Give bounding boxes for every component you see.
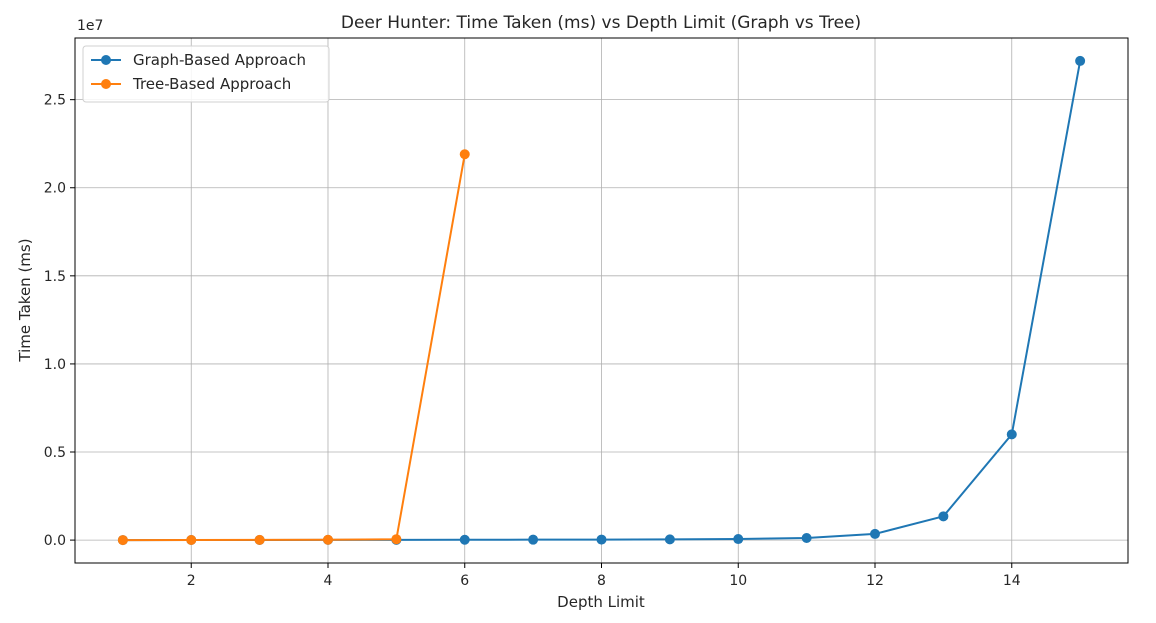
- x-tick-label: 12: [866, 573, 884, 589]
- data-point: [186, 535, 197, 546]
- y-tick-label: 0.5: [44, 445, 66, 461]
- x-tick-label: 14: [1003, 573, 1021, 589]
- x-tick-label: 10: [729, 573, 747, 589]
- data-point: [664, 534, 675, 545]
- x-axis-label: Depth Limit: [557, 593, 645, 611]
- data-point: [322, 534, 333, 545]
- y-tick-label: 1.0: [44, 357, 66, 373]
- data-point: [733, 534, 744, 545]
- series-line-tree-based-approach: [122, 154, 466, 542]
- data-point: [1075, 55, 1086, 66]
- data-point: [1006, 429, 1017, 440]
- data-point: [117, 535, 128, 546]
- legend-marker: [101, 79, 111, 89]
- x-tick-label: 4: [324, 573, 333, 589]
- y-axis: 0.0 0.5 1.0 1.5 2.0 2.5: [44, 93, 75, 549]
- series-group: [117, 55, 1086, 546]
- x-tick-label: 8: [597, 573, 606, 589]
- data-point: [938, 511, 949, 522]
- legend-item: Graph-Based Approach: [91, 51, 306, 69]
- chart-title: Deer Hunter: Time Taken (ms) vs Depth Li…: [341, 13, 861, 33]
- y-tick-label: 2.0: [44, 181, 66, 197]
- data-point: [459, 534, 470, 545]
- x-tick-label: 6: [460, 573, 469, 589]
- legend-marker: [101, 55, 111, 65]
- series-tree-based-approach: [117, 149, 470, 546]
- legend: Graph-Based Approach Tree-Based Approach: [82, 45, 330, 103]
- legend-label: Graph-Based Approach: [133, 51, 306, 69]
- y-tick-label: 2.5: [44, 93, 66, 109]
- x-axis: 2 4 6 8 10 12 14: [187, 563, 1021, 589]
- y-tick-label: 0.0: [44, 533, 66, 549]
- legend-box: [82, 45, 330, 103]
- y-axis-label: Time Taken (ms): [16, 238, 34, 362]
- data-point: [459, 149, 470, 160]
- legend-item: Tree-Based Approach: [91, 75, 291, 93]
- data-point: [596, 534, 607, 545]
- data-point: [528, 534, 539, 545]
- data-point: [254, 534, 265, 545]
- y-tick-label: 1.5: [44, 269, 66, 285]
- legend-label: Tree-Based Approach: [132, 75, 291, 93]
- x-tick-label: 2: [187, 573, 196, 589]
- grid-lines: [75, 38, 1128, 563]
- data-point: [801, 532, 812, 543]
- data-point: [870, 528, 881, 539]
- data-point: [391, 534, 402, 545]
- y-offset-label: 1e7: [77, 18, 103, 34]
